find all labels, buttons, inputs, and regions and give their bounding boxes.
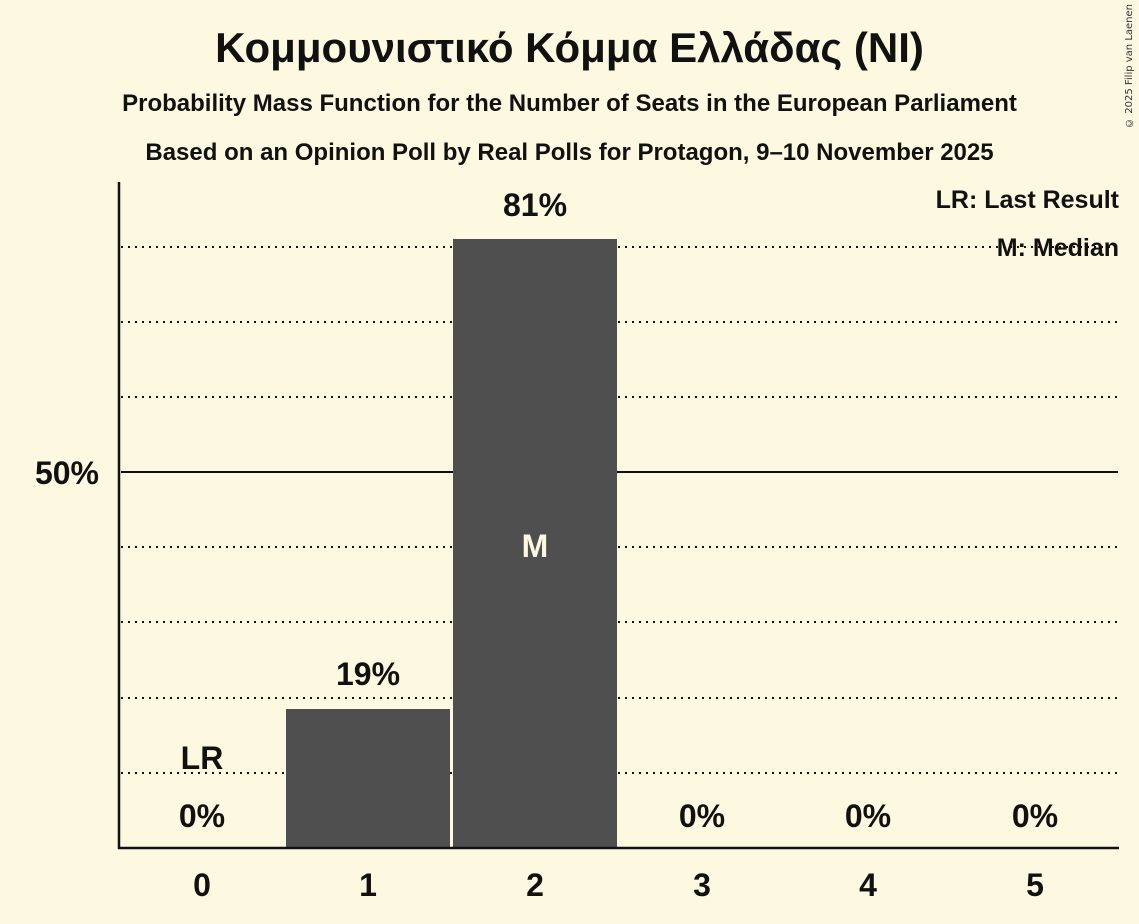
- last-result-marker: LR: [180, 740, 224, 776]
- bar-1: [286, 709, 450, 848]
- bar-label-0: 0%: [178, 798, 226, 834]
- bar-label-3: 0%: [678, 798, 726, 834]
- x-tick-2: 2: [526, 867, 544, 903]
- legend-last-result: LR: Last Result: [935, 186, 1119, 214]
- x-tick-0: 0: [193, 867, 211, 903]
- gridlines: [121, 246, 1118, 774]
- bar-label-2: 81%: [502, 187, 568, 223]
- bar-label-5: 0%: [1011, 798, 1059, 834]
- bar-2: [453, 239, 617, 848]
- y-tick-50: 50%: [34, 455, 99, 491]
- chart-source: Based on an Opinion Poll by Real Polls f…: [145, 139, 994, 166]
- chart-subtitle: Probability Mass Function for the Number…: [122, 90, 1017, 117]
- legend-median: M: Median: [996, 234, 1119, 262]
- x-tick-5: 5: [1026, 867, 1044, 903]
- x-tick-1: 1: [359, 867, 377, 903]
- median-marker: M: [521, 528, 549, 564]
- x-tick-4: 4: [859, 867, 877, 903]
- bar-label-1: 19%: [335, 656, 401, 692]
- x-tick-3: 3: [693, 867, 711, 903]
- chart-title: Κομμουνιστικό Κόμμα Ελλάδας (NI): [215, 24, 924, 71]
- bar-label-4: 0%: [844, 798, 892, 834]
